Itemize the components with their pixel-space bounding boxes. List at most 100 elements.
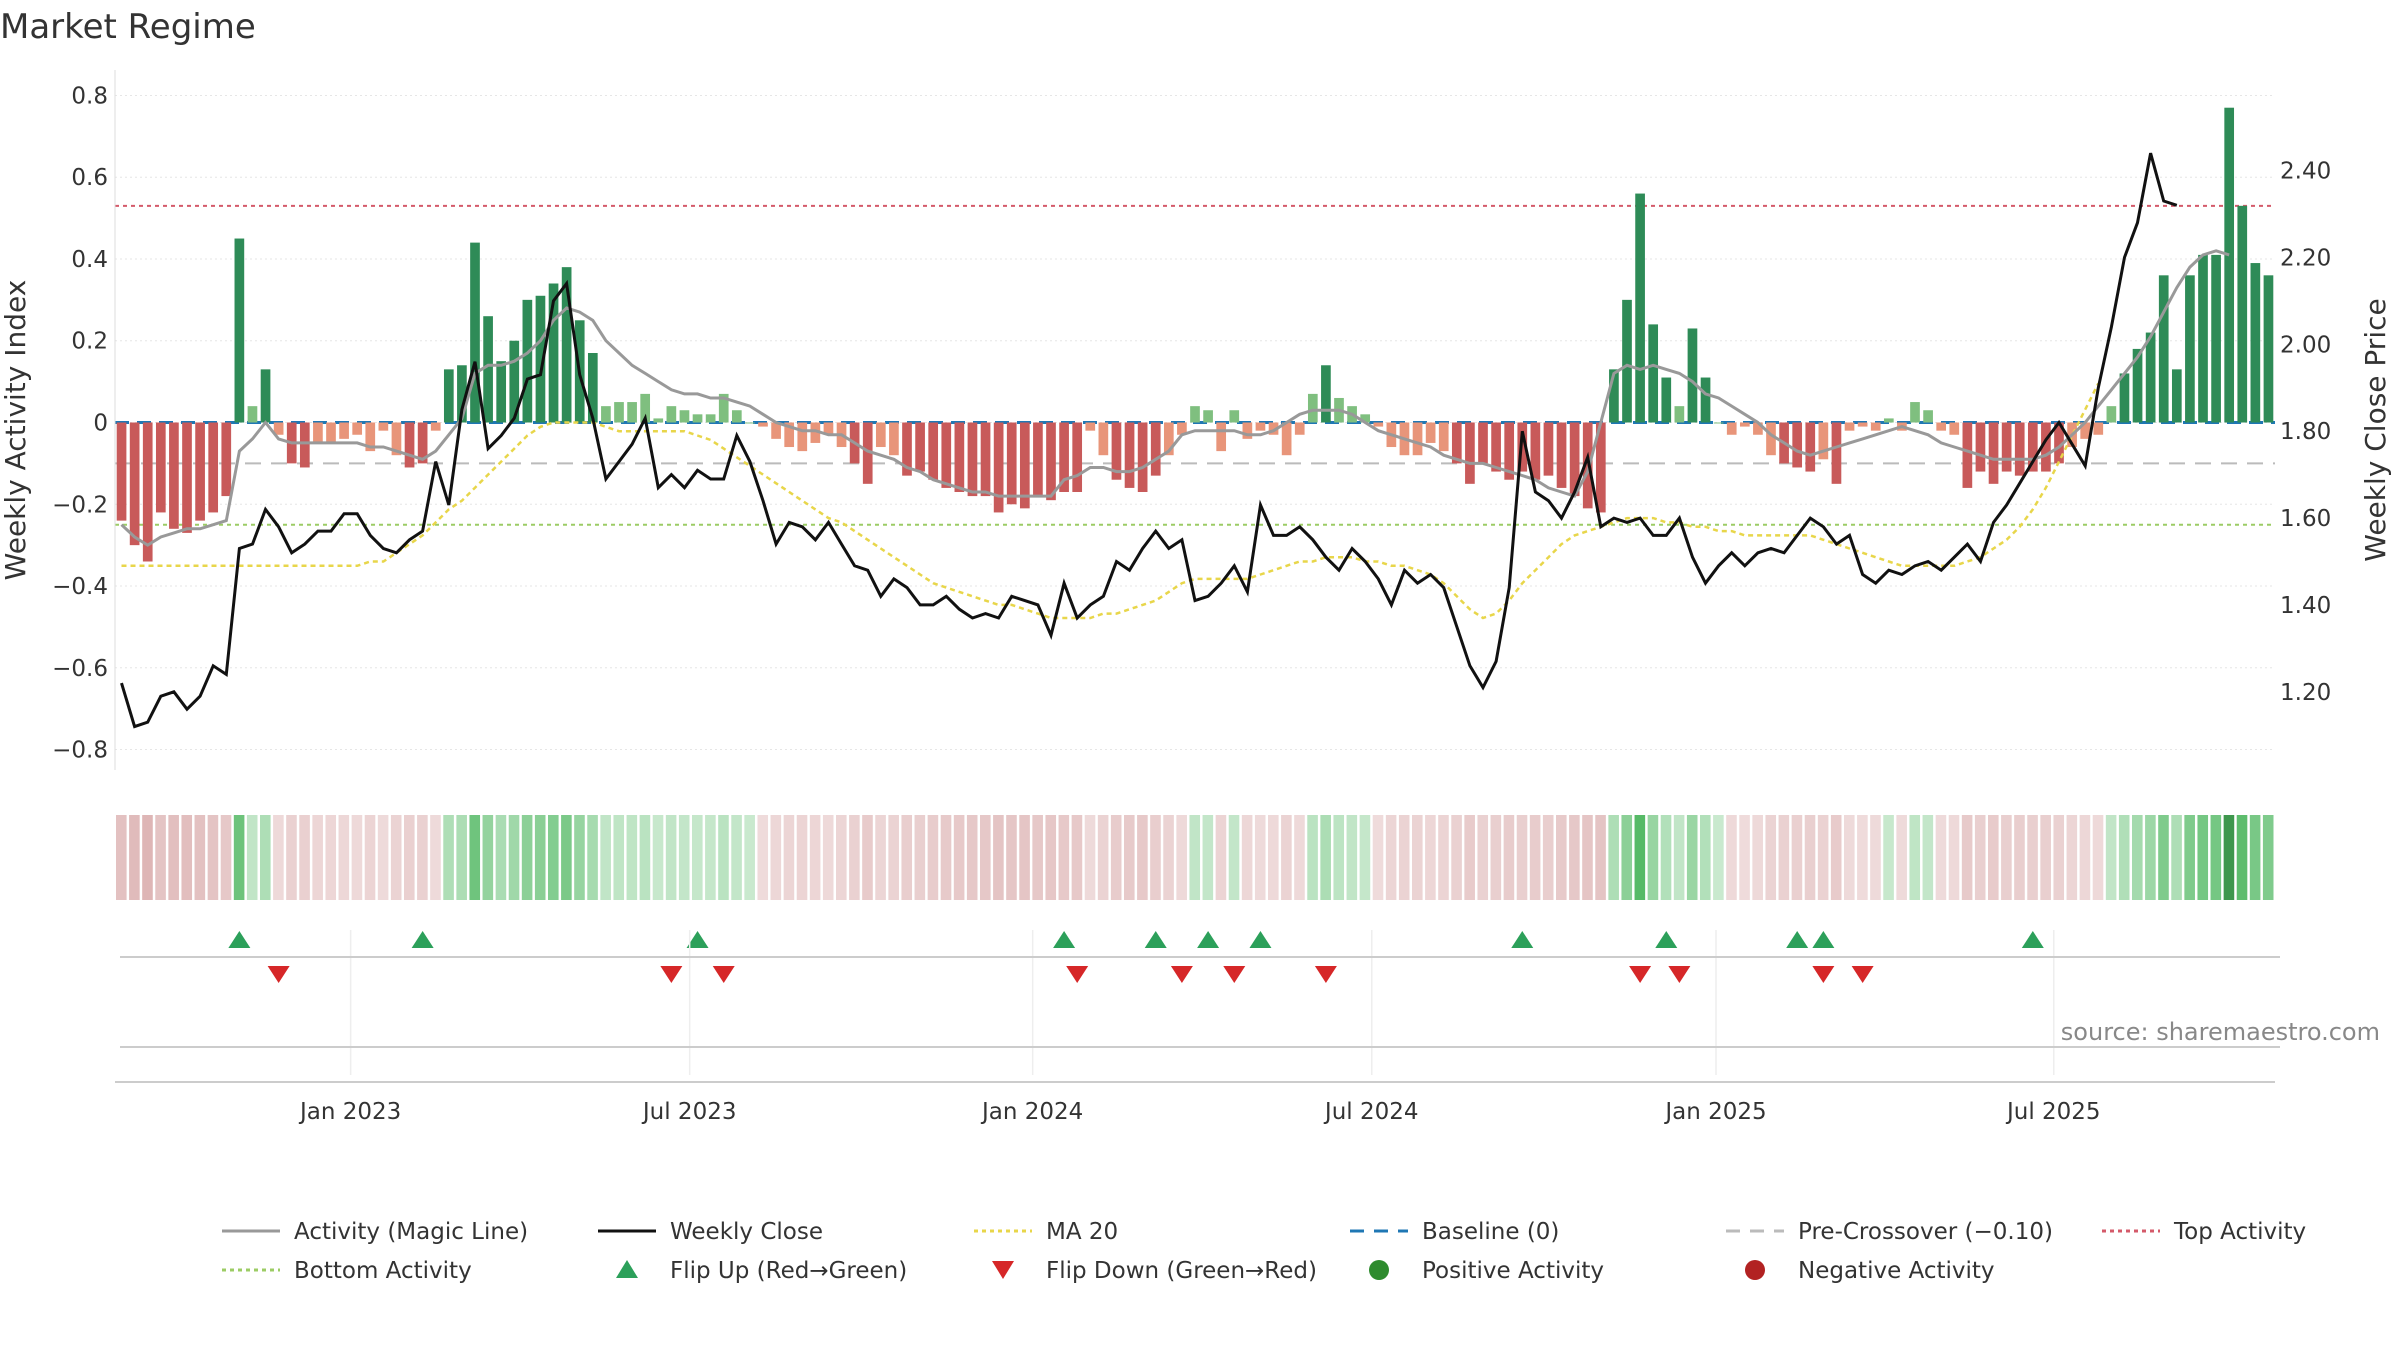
magic-line (120, 249, 2230, 547)
activity-bar (2224, 107, 2235, 423)
heat-cell (1765, 815, 1777, 900)
activity-bar (889, 422, 899, 456)
heat-cell (1215, 815, 1227, 900)
activity-bar (1792, 422, 1803, 468)
heat-cell (1778, 815, 1790, 900)
activity-bar (208, 422, 219, 513)
activity-bar (1910, 402, 1920, 423)
activity-bar (1661, 377, 1672, 423)
left-tick-label: −0.4 (52, 574, 108, 600)
activity-bar (470, 242, 480, 423)
heat-cell (888, 815, 899, 900)
heat-cell (822, 815, 834, 900)
activity-bar (326, 422, 336, 443)
activity-bar (1883, 418, 1894, 423)
series-lines (120, 152, 2230, 729)
heat-cell (626, 815, 638, 900)
activity-bar (1818, 422, 1829, 460)
heat-cell (966, 815, 978, 900)
activity-bar (299, 422, 310, 468)
activity-bar (2145, 332, 2156, 423)
heat-cell (1870, 815, 1881, 900)
activity-bar (692, 414, 703, 423)
heat-cell (600, 815, 611, 900)
heat-cell (443, 815, 454, 900)
activity-bar (1203, 410, 1213, 423)
heat-cell (1071, 815, 1083, 900)
right-tick-label: 1.20 (2280, 680, 2331, 706)
activity-bar (1635, 193, 1645, 423)
heat-cell (1700, 815, 1711, 900)
activity-bar (1622, 299, 1632, 423)
activity-bar (954, 422, 965, 492)
heat-cell (993, 815, 1004, 900)
activity-bar (1124, 422, 1135, 488)
heat-cell (2132, 815, 2143, 900)
heat-cell (1385, 815, 1397, 900)
heat-cell (927, 815, 939, 900)
heat-cell (1739, 815, 1750, 900)
activity-bar (1438, 422, 1449, 452)
heat-cell (1660, 815, 1672, 900)
activity-bar (535, 295, 546, 423)
activity-bar (1543, 422, 1554, 476)
heat-cell (757, 815, 769, 900)
flip-up-marker (2021, 931, 2044, 948)
activity-bar (587, 353, 598, 423)
flip-up-marker (1053, 931, 1076, 948)
heat-cell (534, 815, 546, 900)
right-tick-label: 2.40 (2280, 159, 2331, 185)
activity-bar (1687, 328, 1698, 423)
activity-bar (980, 422, 991, 497)
right-axis: 2.40 2.20 2.00 1.80 1.60 1.40 1.20 (2280, 159, 2331, 706)
flip-down-marker (267, 966, 290, 983)
heat-cell (2079, 815, 2091, 900)
legend-label: Flip Up (Red→Green) (670, 1258, 907, 1284)
heat-cell (390, 815, 402, 900)
heat-cell (1412, 815, 1423, 900)
heat-cell (1621, 815, 1633, 900)
heat-cell (2001, 815, 2012, 900)
flip-up-marker (1786, 931, 1809, 948)
activity-bar (1753, 422, 1763, 435)
left-tick-label: −0.6 (52, 656, 108, 682)
activity-bar (116, 422, 127, 521)
activity-bar (679, 410, 690, 423)
heat-cell (1988, 815, 1999, 900)
legend-swatch (1369, 1260, 1389, 1280)
activity-bar (2250, 263, 2261, 423)
heat-cell (521, 815, 533, 900)
flip-up-marker (1511, 931, 1534, 948)
heat-cell (2027, 815, 2038, 900)
activity-bar (2054, 422, 2064, 464)
activity-bar (1059, 422, 1069, 492)
legend-swatch (1745, 1260, 1765, 1280)
left-tick-label: 0 (93, 411, 108, 437)
activity-bar (234, 238, 245, 423)
activity-bar (1478, 422, 1488, 464)
x-tick-label: Jan 2023 (298, 1099, 401, 1125)
activity-bar (823, 422, 834, 435)
heat-cell (1503, 815, 1515, 900)
activity-bar (2001, 422, 2012, 472)
heat-cell (430, 815, 441, 900)
heat-cell (587, 815, 598, 900)
activity-bar (391, 422, 402, 456)
heat-cell (1438, 815, 1449, 900)
activity-bar (1321, 365, 1331, 423)
heat-cell (1556, 815, 1567, 900)
activity-bar (1373, 422, 1384, 427)
heat-cell (783, 815, 795, 900)
activity-bar (705, 414, 716, 423)
heat-cell (1608, 815, 1619, 900)
activity-bar (1294, 422, 1305, 435)
activity-bar (1962, 422, 1973, 488)
heat-cell (246, 815, 258, 900)
heat-cell (1110, 815, 1122, 900)
activity-bar (2119, 373, 2130, 423)
x-tick-label: Jul 2025 (2005, 1099, 2101, 1125)
heat-cell (220, 815, 232, 900)
flip-up-marker (1249, 931, 1272, 948)
heat-cell (2014, 815, 2025, 900)
